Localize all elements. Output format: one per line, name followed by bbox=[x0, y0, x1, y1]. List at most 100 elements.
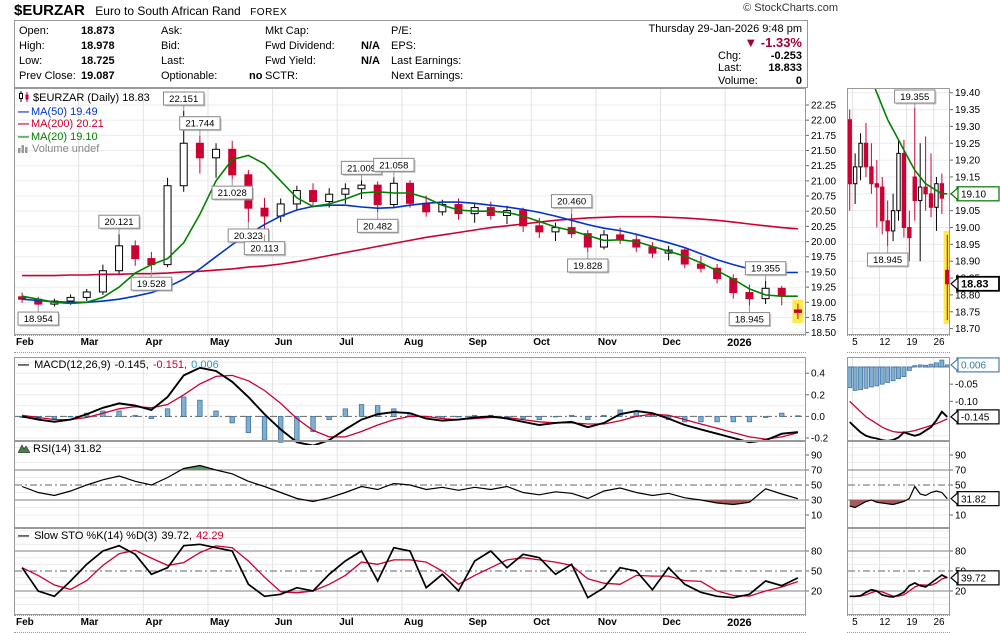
svg-text:-0.10: -0.10 bbox=[955, 397, 978, 408]
quote-panel: Open: 18.873 High: 18.978 Low: 18.725 Prev … bbox=[14, 20, 808, 88]
sto-legend: — Slow STO %K(14) %D(3) 39.72, 42.29 bbox=[18, 530, 224, 543]
svg-text:-0.2: -0.2 bbox=[811, 434, 829, 445]
price-annotation bbox=[728, 312, 771, 327]
svg-text:19.30: 19.30 bbox=[955, 122, 980, 133]
svg-text:80: 80 bbox=[955, 547, 967, 558]
rsi-legend-text: RSI(14) 31.82 bbox=[33, 443, 102, 455]
price-legend-title-row: $EURZAR (Daily) 18.83 bbox=[18, 91, 150, 106]
percent-change: ▼ -1.33% bbox=[649, 34, 802, 50]
field-value: 18.725 bbox=[81, 55, 115, 67]
svg-text:90: 90 bbox=[955, 451, 967, 462]
macd-panel: 0.4 0.2 0.0 -0.2 bbox=[14, 357, 829, 445]
price-annotation bbox=[17, 311, 59, 326]
svg-text:10: 10 bbox=[811, 511, 823, 522]
svg-text:20.75: 20.75 bbox=[811, 192, 836, 203]
quote-col-earnings: P/E: EPS: Last Earnings: Next Earnings: bbox=[391, 24, 463, 84]
macd-legend-title: MACD(12,26,9) bbox=[34, 359, 111, 371]
svg-text:19.05: 19.05 bbox=[955, 206, 980, 217]
field-label: Fwd Dividend: bbox=[265, 40, 335, 52]
field-value: 18.978 bbox=[81, 40, 115, 52]
price-annotation bbox=[894, 89, 936, 104]
svg-text:20.323: 20.323 bbox=[234, 231, 263, 242]
svg-text:20.460: 20.460 bbox=[557, 197, 586, 208]
svg-text:22.25: 22.25 bbox=[811, 100, 836, 111]
svg-text:18.90: 18.90 bbox=[955, 257, 980, 268]
svg-text:19.25: 19.25 bbox=[811, 283, 836, 294]
axis-label: 2026 bbox=[727, 617, 752, 629]
sto-line-swatch: — bbox=[18, 530, 29, 542]
svg-text:19.355: 19.355 bbox=[751, 264, 780, 275]
axis-label: 5 bbox=[852, 337, 858, 348]
volume-legend: Volume undef bbox=[18, 143, 150, 157]
price-annotation bbox=[98, 214, 140, 229]
axis-label: Jun bbox=[274, 337, 293, 348]
field-label: Bid: bbox=[161, 40, 180, 52]
field-label: Prev Close: bbox=[19, 70, 76, 82]
svg-text:18.945: 18.945 bbox=[873, 255, 902, 266]
svg-text:50: 50 bbox=[955, 481, 967, 492]
svg-text:50: 50 bbox=[811, 481, 823, 492]
field-label: Next Earnings: bbox=[391, 70, 464, 82]
svg-text:18.954: 18.954 bbox=[24, 314, 53, 325]
field-label: Open: bbox=[19, 25, 49, 37]
svg-text:90: 90 bbox=[811, 451, 823, 462]
axis-label: 12 bbox=[879, 617, 891, 628]
svg-text:20.50: 20.50 bbox=[811, 207, 836, 218]
price-annotation bbox=[130, 276, 173, 291]
svg-text:31.82: 31.82 bbox=[961, 494, 986, 505]
axis-label: Aug bbox=[403, 337, 424, 348]
svg-text:20.25: 20.25 bbox=[811, 222, 836, 233]
axis-label: Feb bbox=[16, 617, 34, 628]
axis-label: Apr bbox=[145, 337, 163, 348]
svg-text:19.50: 19.50 bbox=[811, 267, 836, 278]
mini-price-chart: 18.945 19.355 19.40 19.35 19.30 19.25 19.20 19.… bbox=[847, 88, 1000, 335]
field-value: N/A bbox=[361, 55, 380, 67]
price-annotation bbox=[744, 261, 787, 276]
svg-text:70: 70 bbox=[955, 466, 967, 477]
candlestick-icon bbox=[18, 91, 30, 106]
axis-label: 19 bbox=[906, 617, 918, 628]
ma50-legend: — MA(50) 19.49 bbox=[18, 105, 98, 118]
svg-text:80: 80 bbox=[811, 547, 823, 558]
svg-text:20: 20 bbox=[811, 587, 823, 598]
axis-label: Nov bbox=[597, 337, 617, 348]
svg-text:21.744: 21.744 bbox=[185, 119, 214, 130]
quote-summary: Thursday 29-Jan-2026 9:48 pm ▼ -1.33% Ch… bbox=[649, 23, 802, 87]
percent-change-value: -1.33% bbox=[760, 34, 802, 50]
price-annotation bbox=[567, 258, 609, 273]
chg-value: -0.253 bbox=[770, 49, 802, 62]
svg-text:0.2: 0.2 bbox=[811, 390, 825, 401]
last-value: 18.833 bbox=[768, 62, 802, 75]
macd-signal-value: -0.151, bbox=[152, 359, 188, 371]
svg-text:19.40: 19.40 bbox=[955, 88, 980, 99]
volume-label: Volume: bbox=[718, 74, 758, 87]
macd-hist-value: 0.006 bbox=[191, 359, 219, 371]
copyright: © StockCharts.com bbox=[743, 2, 838, 14]
axis-label: 19 bbox=[906, 337, 918, 348]
svg-text:50: 50 bbox=[811, 567, 823, 578]
price-annotation bbox=[866, 252, 909, 267]
rsi-icon bbox=[17, 444, 31, 457]
svg-text:18.95: 18.95 bbox=[955, 240, 980, 251]
svg-text:19.15: 19.15 bbox=[955, 172, 980, 183]
axis-label: Jul bbox=[339, 337, 354, 348]
axis-label: Feb bbox=[16, 337, 34, 348]
field-label: Mkt Cap: bbox=[265, 25, 310, 37]
axis-label: Apr bbox=[145, 617, 163, 628]
svg-text:21.25: 21.25 bbox=[811, 161, 836, 172]
macd-value: -0.145, bbox=[114, 359, 149, 371]
svg-text:30: 30 bbox=[811, 496, 823, 507]
svg-text:21.00: 21.00 bbox=[811, 176, 836, 187]
svg-text:21.75: 21.75 bbox=[811, 131, 836, 142]
axis-label: Mar bbox=[80, 337, 99, 348]
svg-text:19.35: 19.35 bbox=[955, 105, 980, 116]
field-value: no bbox=[249, 70, 263, 82]
volume-bars-icon bbox=[18, 144, 29, 157]
rsi-mini-panel: 90 70 50 10 31.82 bbox=[847, 441, 1000, 528]
symbol: $EURZAR bbox=[14, 2, 85, 19]
price-annotation bbox=[211, 185, 253, 200]
svg-text:21.028: 21.028 bbox=[218, 188, 247, 199]
field-value: 18.873 bbox=[81, 25, 115, 37]
svg-text:18.50: 18.50 bbox=[811, 328, 836, 339]
